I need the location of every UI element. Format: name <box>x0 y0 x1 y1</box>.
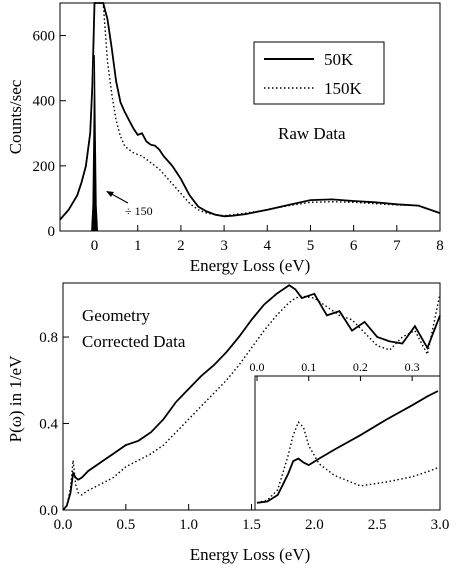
raw-xtick-label-1: 1 <box>134 238 142 254</box>
raw-xtick-label-8: 8 <box>436 238 444 254</box>
corrected-y-axis-label: P(ω) in 1/eV <box>6 355 25 442</box>
legend-label-50k: 50K <box>324 50 354 69</box>
peak-arrow-head <box>106 191 114 197</box>
raw-axis-ticks: 0 1 2 3 4 5 6 7 8 0 200 400 600 <box>33 29 444 254</box>
corrected-series-50k <box>62 284 441 511</box>
corrected-ytick-label-0: 0.0 <box>39 503 58 519</box>
raw-series-group <box>59 2 441 232</box>
raw-xtick-label-5: 5 <box>307 238 315 254</box>
legend-label-150k: 150K <box>324 79 363 98</box>
inset-axis-ticks: 0.0 0.1 0.2 0.3 <box>250 360 420 381</box>
raw-xtick-label-6: 6 <box>350 238 358 254</box>
raw-xtick-label-7: 7 <box>393 238 401 254</box>
raw-series-50k <box>59 2 441 221</box>
raw-x-axis-label: Energy Loss (eV) <box>190 256 311 275</box>
inset-series-50k <box>256 390 439 504</box>
corrected-x-axis-label: Energy Loss (eV) <box>190 545 311 564</box>
corrected-data-panel: 0.0 0.5 1.0 1.5 2.0 2.5 3.0 0.0 0.4 0.8 Energy Lo… <box>6 282 449 564</box>
corrected-axis-ticks: 0.0 0.5 1.0 1.5 2.0 2.5 3.0 0.0 0.4 0.8 <box>39 330 449 533</box>
corrected-xtick-label-6: 3.0 <box>431 517 450 533</box>
inset-xtick-label-1: 0.1 <box>301 360 316 374</box>
corrected-xtick-label-4: 2.0 <box>305 517 324 533</box>
raw-data-annotation: Raw Data <box>278 124 346 143</box>
corrected-ytick-label-1: 0.4 <box>39 417 58 433</box>
corrected-xtick-label-0: 0.0 <box>54 517 73 533</box>
inset-xtick-label-0: 0.0 <box>250 360 265 374</box>
raw-xtick-label-2: 2 <box>177 238 185 254</box>
corrected-xtick-label-3: 1.5 <box>242 517 261 533</box>
raw-ytick-label-2: 400 <box>33 94 56 110</box>
corrected-xtick-label-2: 1.0 <box>179 517 198 533</box>
raw-y-axis-label: Counts/sec <box>6 79 25 154</box>
corrected-annotation-line-2: Corrected Data <box>82 332 186 351</box>
raw-series-elastic-peak <box>91 55 99 232</box>
inset-xtick-label-3: 0.3 <box>405 360 420 374</box>
inset-series-150k <box>256 420 439 504</box>
corrected-series-150k <box>62 293 441 511</box>
raw-ytick-label-0: 0 <box>48 224 56 240</box>
raw-ytick-label-3: 600 <box>33 29 56 45</box>
raw-xtick-label-4: 4 <box>264 238 272 254</box>
corrected-xtick-label-5: 2.5 <box>368 517 387 533</box>
corrected-ytick-label-2: 0.8 <box>39 330 58 346</box>
raw-ytick-label-1: 200 <box>33 159 56 175</box>
corrected-annotation-line-1: Geometry <box>82 306 150 325</box>
corrected-xtick-label-1: 0.5 <box>116 517 135 533</box>
raw-plot-frame <box>59 2 441 232</box>
inset-series-group <box>256 390 439 504</box>
inset-xtick-label-2: 0.2 <box>353 360 368 374</box>
raw-data-panel: 0 1 2 3 4 5 6 7 8 0 200 400 600 Energy Loss (eV) Cou… <box>6 2 444 275</box>
raw-series-150k <box>59 2 441 221</box>
peak-scale-note: ÷ 150 <box>125 204 153 218</box>
corrected-series-group <box>62 284 441 511</box>
raw-xtick-label-0: 0 <box>91 238 99 254</box>
raw-xtick-label-3: 3 <box>220 238 228 254</box>
legend-box <box>253 41 385 105</box>
